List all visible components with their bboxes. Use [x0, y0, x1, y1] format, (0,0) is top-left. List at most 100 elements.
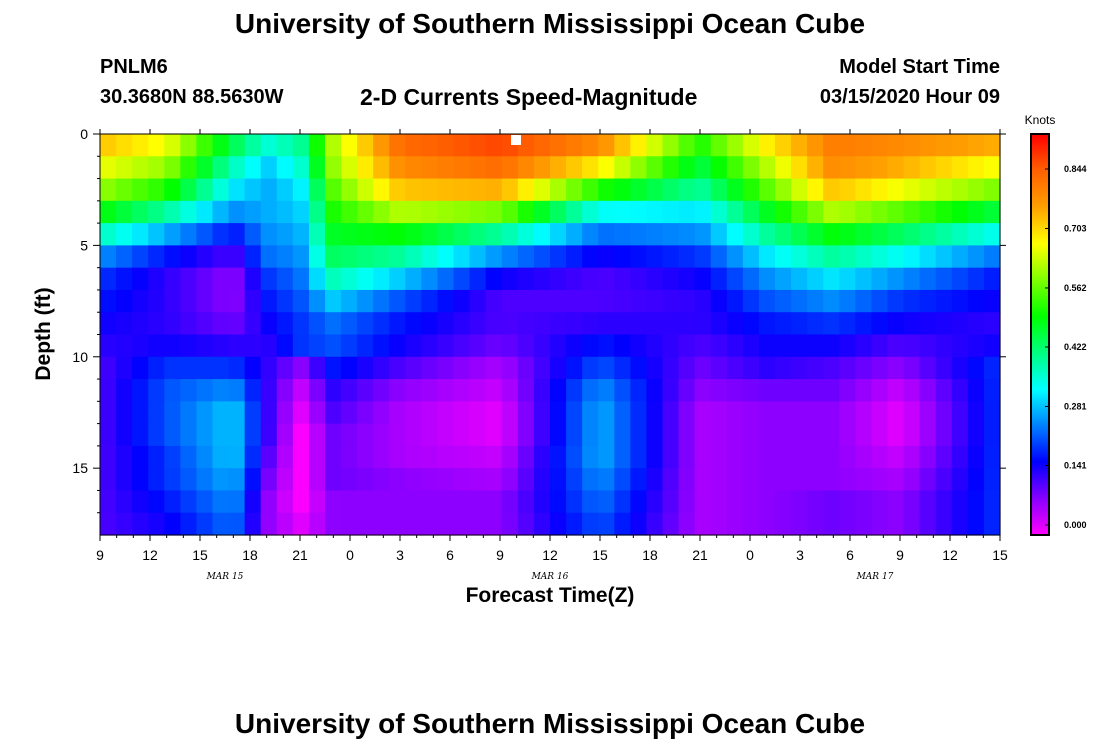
heatmap-cell: [260, 134, 278, 157]
heatmap-cell: [517, 423, 535, 447]
heatmap-cell: [405, 178, 423, 202]
heatmap-cell: [662, 334, 680, 358]
heatmap-cell: [469, 512, 487, 536]
heatmap-cell: [501, 156, 519, 180]
heatmap-cell: [646, 289, 664, 313]
heatmap-cell: [983, 223, 1001, 246]
heatmap-cell: [533, 134, 551, 157]
heatmap-cell: [855, 423, 873, 447]
heatmap-cell: [325, 245, 342, 269]
heatmap-cell: [533, 245, 551, 269]
heatmap-cell: [132, 178, 149, 202]
heatmap-cell: [517, 223, 535, 246]
heatmap-cell: [887, 267, 905, 291]
heatmap-cell: [180, 379, 198, 402]
heatmap-cell: [598, 445, 615, 469]
heatmap-cell: [871, 423, 889, 447]
heatmap-cell: [228, 356, 246, 380]
heatmap-cell: [566, 334, 583, 358]
heatmap-cell: [292, 334, 310, 358]
heatmap-cell: [823, 468, 840, 492]
heatmap-cell: [533, 423, 551, 447]
heatmap-cell: [453, 468, 471, 492]
heatmap-cell: [710, 156, 728, 180]
heatmap-cell: [710, 512, 728, 536]
heatmap-cell: [164, 267, 181, 291]
heatmap-cell: [373, 200, 390, 224]
heatmap-cell: [292, 490, 310, 514]
heatmap-cell: [566, 445, 583, 469]
footer-title: University of Southern Mississippi Ocean…: [234, 708, 866, 739]
heatmap-cell: [132, 312, 149, 336]
heatmap-cell: [758, 445, 776, 469]
heatmap-cell: [292, 379, 310, 402]
heatmap-cells: [100, 134, 1001, 536]
heatmap-cell: [276, 156, 294, 180]
heatmap-cell: [839, 468, 856, 492]
heatmap-cell: [276, 289, 294, 313]
heatmap-cell: [100, 490, 117, 514]
heatmap-cell: [678, 401, 696, 425]
heatmap-cell: [485, 423, 503, 447]
heatmap-cell: [775, 490, 792, 514]
x-tick-label: 0: [346, 547, 354, 563]
heatmap-cell: [485, 490, 503, 514]
heatmap-cell: [550, 200, 567, 224]
heatmap-cell: [550, 423, 567, 447]
heatmap-cell: [566, 156, 583, 180]
heatmap-cell: [726, 334, 744, 358]
heatmap-cell: [196, 512, 214, 536]
heatmap-cell: [164, 356, 181, 380]
heatmap-cell: [341, 178, 358, 202]
x-axis-label: Forecast Time(Z): [465, 584, 635, 607]
heatmap-cell: [758, 356, 776, 380]
heatmap-cell: [196, 312, 214, 336]
heatmap-cell: [646, 134, 664, 157]
heatmap-cell: [421, 334, 439, 358]
heatmap-cell: [164, 156, 181, 180]
heatmap-cell: [967, 245, 985, 269]
heatmap-cell: [260, 267, 278, 291]
heatmap-cell: [308, 200, 326, 224]
heatmap-cell: [453, 490, 471, 514]
heatmap-cell: [292, 245, 310, 269]
heatmap-cell: [903, 289, 921, 313]
heatmap-cell: [935, 156, 953, 180]
heatmap-cell: [967, 200, 985, 224]
heatmap-cell: [967, 134, 985, 157]
heatmap-cell: [646, 401, 664, 425]
heatmap-cell: [308, 401, 326, 425]
heatmap-cell: [887, 312, 905, 336]
heatmap-cell: [630, 223, 648, 246]
heatmap-cell: [935, 289, 953, 313]
heatmap-cell: [196, 401, 214, 425]
heatmap-cell: [726, 200, 744, 224]
heatmap-cell: [582, 334, 599, 358]
heatmap-cell: [308, 156, 326, 180]
heatmap-cell: [726, 178, 744, 202]
heatmap-cell: [662, 379, 680, 402]
heatmap-cell: [775, 334, 792, 358]
heatmap-cell: [421, 356, 439, 380]
heatmap-cell: [726, 156, 744, 180]
heatmap-cell: [598, 223, 615, 246]
heatmap-cell: [887, 401, 905, 425]
heatmap-cell: [116, 356, 133, 380]
heatmap-cell: [517, 245, 535, 269]
heatmap-cell: [148, 200, 165, 224]
heatmap-cell: [533, 490, 551, 514]
heatmap-cell: [871, 245, 889, 269]
heatmap-cell: [453, 379, 471, 402]
x-tick-label: 0: [746, 547, 754, 563]
heatmap-cell: [196, 379, 214, 402]
heatmap-cell: [437, 312, 455, 336]
heatmap-cell: [453, 178, 471, 202]
heatmap-cell: [791, 512, 808, 536]
heatmap-cell: [244, 356, 262, 380]
heatmap-cell: [228, 178, 246, 202]
heatmap-cell: [308, 423, 326, 447]
heatmap-cell: [164, 490, 181, 514]
heatmap-cell: [325, 334, 342, 358]
heatmap-cell: [791, 312, 808, 336]
heatmap-cell: [871, 490, 889, 514]
